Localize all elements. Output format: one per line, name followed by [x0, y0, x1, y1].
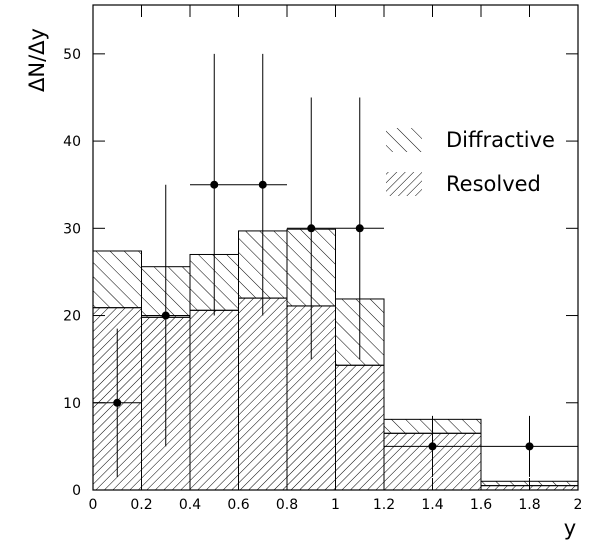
- legend-swatch: [386, 172, 422, 196]
- legend-label: Resolved: [446, 172, 541, 196]
- bar: [238, 297, 288, 491]
- data-point: [161, 311, 170, 320]
- data-point: [307, 224, 316, 233]
- x-tick-label: 1: [331, 497, 340, 513]
- x-tick-label: 1.6: [470, 497, 492, 513]
- bar: [189, 309, 239, 491]
- x-tick-label: 0.2: [130, 497, 152, 513]
- x-tick-label: 0.4: [179, 497, 201, 513]
- x-tick-label: 1.8: [518, 497, 540, 513]
- y-tick-label: 30: [63, 221, 81, 237]
- x-tick-label: 0.8: [276, 497, 298, 513]
- y-tick-label: 20: [63, 309, 81, 325]
- x-tick-label: 1.4: [421, 497, 443, 513]
- legend-swatch: [386, 128, 422, 152]
- y-tick-label: 50: [63, 47, 81, 63]
- legend-label: Diffractive: [446, 128, 555, 152]
- data-point: [113, 398, 122, 407]
- x-tick-label: 2: [574, 497, 583, 513]
- x-tick-label: 1.2: [373, 497, 395, 513]
- bar: [92, 250, 142, 309]
- bar: [335, 364, 385, 491]
- x-axis-label: y: [564, 516, 576, 540]
- data-point: [428, 442, 437, 451]
- data-point: [258, 180, 267, 189]
- y-tick-label: 40: [63, 134, 81, 150]
- y-tick-label: 0: [72, 483, 81, 499]
- data-point: [525, 442, 534, 451]
- data-point: [355, 224, 364, 233]
- x-tick-label: 0.6: [227, 497, 249, 513]
- data-point: [210, 180, 219, 189]
- x-tick-label: 0: [89, 497, 98, 513]
- y-axis-label: ΔN/Δy: [25, 28, 49, 92]
- y-tick-label: 10: [63, 396, 81, 412]
